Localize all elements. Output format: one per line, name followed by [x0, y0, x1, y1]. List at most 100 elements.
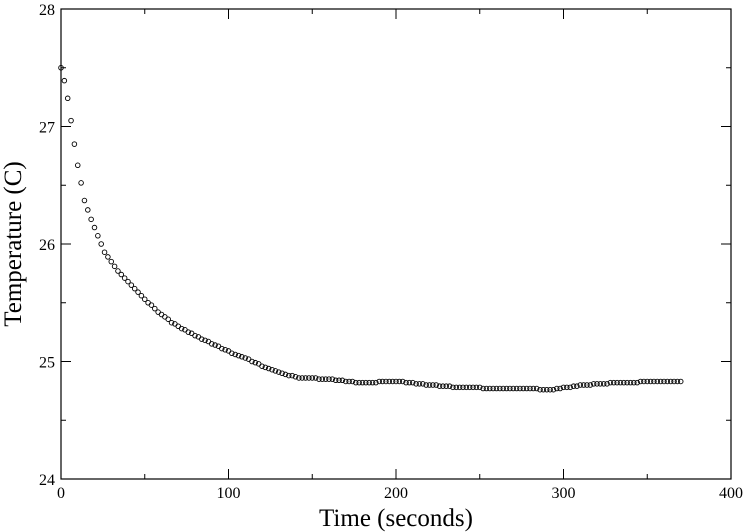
data-point — [594, 381, 600, 387]
data-point — [185, 329, 192, 335]
data-point — [627, 379, 634, 386]
data-point — [343, 378, 349, 385]
data-point — [647, 378, 654, 385]
data-point — [590, 381, 597, 387]
data-point — [513, 385, 520, 392]
data-point — [98, 241, 104, 247]
data-point — [416, 381, 423, 387]
data-point — [460, 384, 466, 391]
data-point — [259, 363, 265, 369]
data-point — [312, 375, 319, 381]
data-point — [443, 383, 450, 389]
data-point — [276, 369, 282, 375]
data-point — [91, 224, 98, 231]
data-point — [493, 385, 500, 392]
y-tick-label: 25 — [39, 355, 55, 372]
data-point — [249, 358, 255, 365]
data-point — [212, 342, 218, 348]
data-point — [403, 379, 409, 386]
data-point — [279, 370, 285, 377]
data-point — [165, 316, 171, 322]
data-point — [272, 368, 279, 374]
data-point — [222, 347, 228, 353]
data-point — [607, 379, 614, 386]
data-point — [604, 381, 610, 387]
data-point — [386, 378, 393, 385]
data-point — [507, 385, 513, 392]
data-point — [570, 383, 577, 389]
data-point — [296, 375, 302, 381]
data-point — [580, 382, 587, 388]
data-point — [232, 351, 238, 358]
data-point — [510, 385, 517, 392]
data-point — [600, 381, 607, 387]
data-point — [78, 180, 84, 186]
data-point — [413, 381, 419, 387]
data-point — [550, 386, 557, 393]
data-point — [487, 385, 493, 392]
data-point — [141, 296, 148, 302]
data-point — [178, 325, 185, 332]
data-point — [74, 162, 81, 169]
data-point — [671, 378, 677, 385]
data-point — [654, 378, 661, 385]
data-point — [192, 332, 198, 339]
data-point — [363, 379, 369, 386]
data-point — [289, 372, 295, 379]
data-point — [554, 385, 560, 392]
data-point — [406, 379, 413, 386]
data-point — [235, 352, 242, 359]
data-point — [430, 382, 436, 388]
data-point — [631, 379, 637, 386]
data-point — [198, 336, 205, 342]
data-point — [373, 379, 379, 386]
y-tick-label: 26 — [39, 237, 55, 254]
data-point — [105, 254, 111, 260]
data-point — [269, 366, 275, 373]
data-point — [617, 379, 624, 386]
data-point — [517, 385, 523, 392]
data-point — [477, 384, 483, 391]
data-point — [661, 378, 667, 385]
data-point — [111, 263, 118, 270]
y-tick-label: 27 — [39, 120, 55, 137]
data-point — [309, 375, 316, 381]
data-point — [353, 379, 359, 386]
data-point — [101, 249, 108, 255]
data-point — [299, 375, 305, 381]
data-point — [118, 271, 125, 278]
data-point — [61, 77, 68, 84]
data-point — [637, 378, 644, 385]
data-point — [95, 233, 101, 239]
data-point — [239, 354, 245, 360]
data-point — [440, 383, 446, 389]
data-point — [470, 384, 476, 391]
data-point — [64, 95, 71, 102]
data-point — [557, 385, 563, 392]
data-point — [168, 319, 175, 326]
data-point — [202, 337, 208, 344]
data-point — [547, 386, 553, 393]
data-point — [326, 376, 332, 382]
x-tick-label: 400 — [719, 485, 743, 502]
data-point — [316, 376, 322, 382]
data-point — [587, 382, 594, 388]
data-point — [624, 379, 630, 386]
data-point — [420, 381, 426, 387]
data-point — [131, 285, 138, 292]
data-point — [81, 197, 88, 204]
data-point — [336, 377, 342, 384]
data-point — [436, 383, 443, 389]
data-point — [577, 382, 584, 388]
data-point — [678, 378, 684, 385]
data-point — [664, 378, 671, 385]
data-point — [450, 384, 456, 391]
data-point — [346, 378, 352, 385]
data-point — [399, 378, 406, 385]
data-point — [567, 384, 573, 391]
y-axis-title: Temperature (C) — [0, 161, 27, 327]
data-point — [369, 379, 376, 386]
data-point — [500, 385, 506, 392]
